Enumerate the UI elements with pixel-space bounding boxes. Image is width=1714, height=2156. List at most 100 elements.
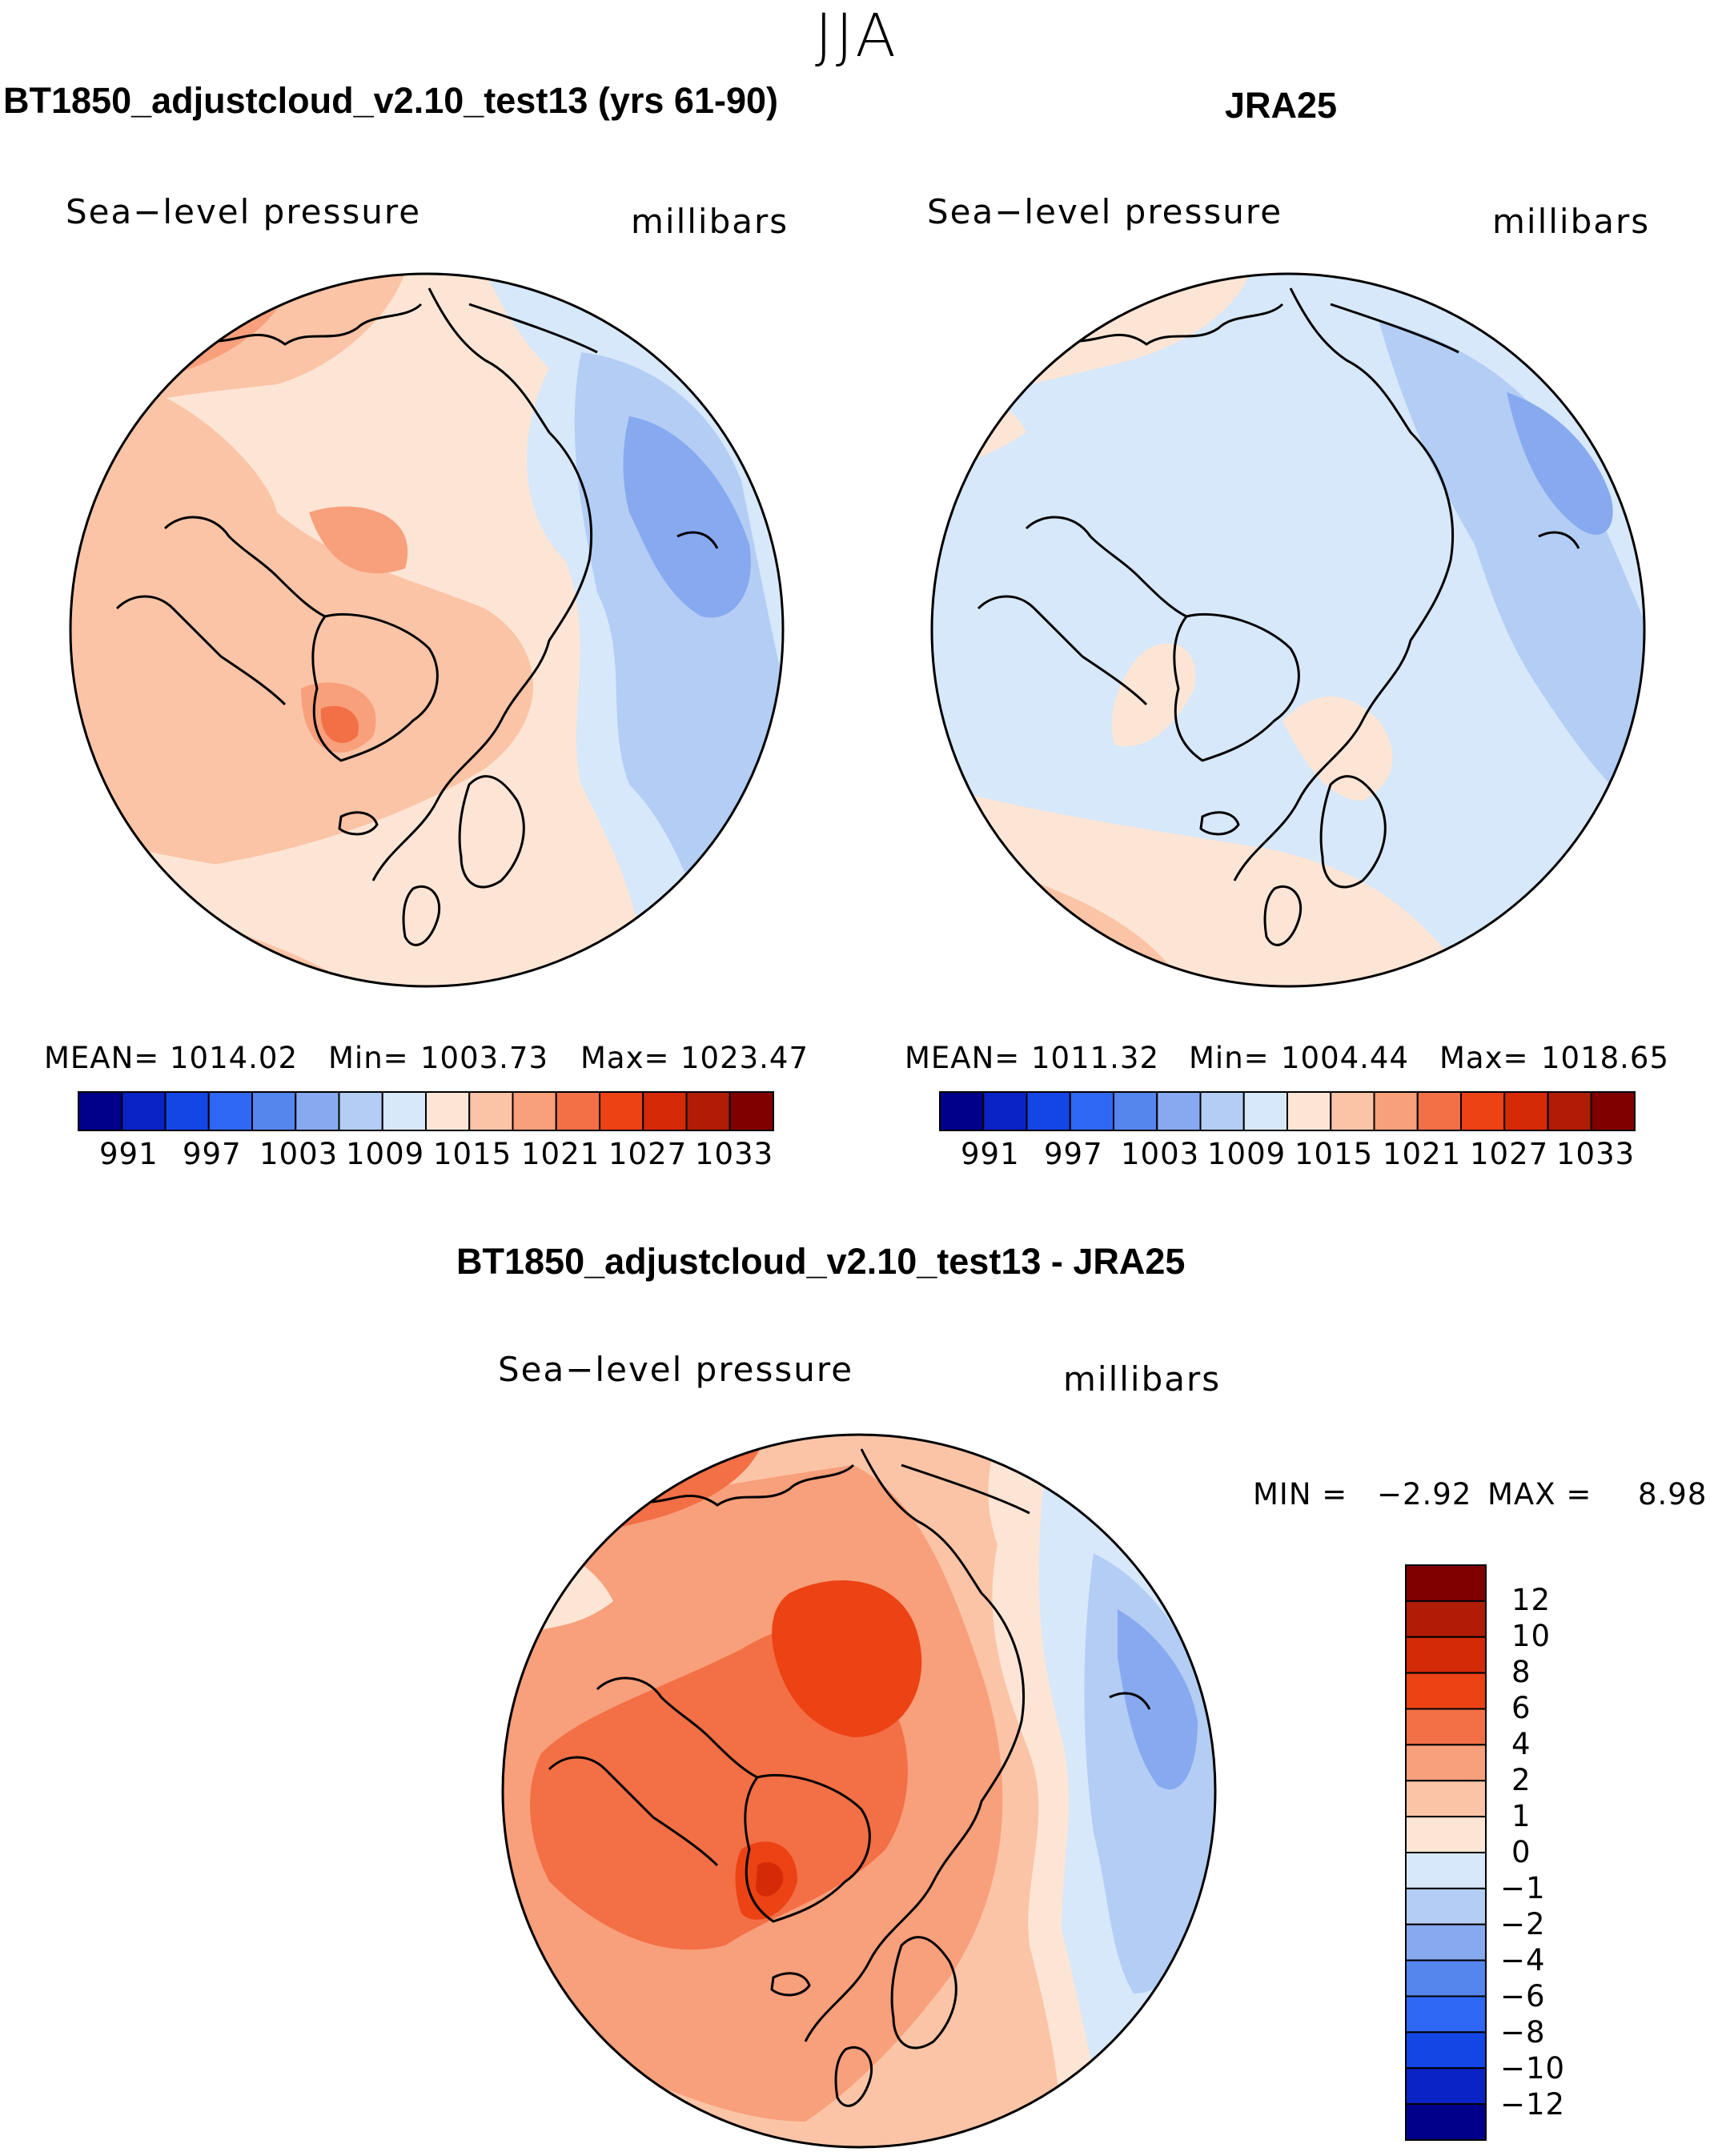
panel2-units-label: millibars bbox=[1492, 202, 1651, 241]
panel2-max-label: Max= bbox=[1439, 1041, 1529, 1075]
panel3-map bbox=[501, 1433, 1217, 2149]
panel2-coast-scandinavia bbox=[1319, 775, 1387, 889]
panel3-field-8 bbox=[772, 1580, 922, 1737]
panel1-coast-kamchatka bbox=[676, 531, 719, 549]
panel1-tick-1021: 1021 bbox=[521, 1137, 600, 1171]
panel1-colorbar-swatch-7 bbox=[381, 1091, 427, 1131]
panel3-tick-neg8: −8 bbox=[1500, 2015, 1546, 2050]
panel2-field-1015-atlantic bbox=[1282, 697, 1393, 801]
panel3-max-label: MAX = bbox=[1487, 1477, 1592, 1512]
panel3-tick-neg6: −6 bbox=[1500, 1979, 1546, 2013]
panel1-colorbar bbox=[78, 1091, 774, 1131]
panel1-colorbar-swatch-14 bbox=[685, 1091, 731, 1131]
panel3-colorbar-swatch-8 bbox=[1405, 1852, 1487, 1889]
panel2-mean-value: 1011.32 bbox=[1031, 1041, 1160, 1075]
panel3-colorbar-swatch-7 bbox=[1405, 1816, 1487, 1853]
panel2-tick-1015: 1015 bbox=[1295, 1137, 1374, 1171]
panel2-coast-eurasia bbox=[1058, 287, 1459, 881]
panel3-units-label: millibars bbox=[1063, 1359, 1222, 1399]
season-title: JJA bbox=[815, 2, 899, 70]
panel2-colorbar-swatch-7 bbox=[1242, 1091, 1288, 1131]
panel2-field-1007 bbox=[1507, 392, 1613, 535]
panel1-tick-991: 991 bbox=[99, 1137, 159, 1171]
panel3-tick-neg12: −12 bbox=[1500, 2087, 1566, 2122]
panel3-max-value: 8.98 bbox=[1638, 1477, 1708, 1512]
panel3-colorbar-swatch-10 bbox=[1405, 1923, 1487, 1961]
panel3-coast-scandinavia bbox=[890, 1936, 957, 2050]
panel2-tick-1027: 1027 bbox=[1470, 1137, 1549, 1171]
panel1-min-value: 1003.73 bbox=[420, 1041, 549, 1075]
panel1-colorbar-swatch-4 bbox=[251, 1091, 297, 1131]
panel3-tick-8: 8 bbox=[1511, 1655, 1531, 1689]
panel3-colorbar-swatch-13 bbox=[1405, 2031, 1487, 2070]
panel1-tick-997: 997 bbox=[183, 1137, 242, 1171]
panel1-colorbar-swatch-1 bbox=[121, 1091, 167, 1131]
panel3-tick-6: 6 bbox=[1511, 1691, 1531, 1725]
panel1-colorbar-swatch-2 bbox=[164, 1091, 210, 1131]
panel3-colorbar-swatch-2 bbox=[1405, 1636, 1487, 1674]
panel1-tick-1015: 1015 bbox=[433, 1137, 512, 1171]
panel2-colorbar-swatch-11 bbox=[1416, 1091, 1462, 1131]
panel3-colorbar-swatch-11 bbox=[1405, 1959, 1487, 1997]
panel2-colorbar-swatch-15 bbox=[1590, 1091, 1636, 1131]
panel2-colorbar-swatch-8 bbox=[1287, 1091, 1332, 1131]
panel1-map bbox=[69, 272, 785, 988]
panel3-colorbar-swatch-14 bbox=[1405, 2067, 1487, 2106]
panel2-min-label: Min= bbox=[1189, 1041, 1270, 1075]
panel3-coast-iceland bbox=[770, 1972, 811, 1997]
panel1-coast-britain bbox=[402, 885, 441, 946]
panel2-colorbar-swatch-2 bbox=[1026, 1091, 1071, 1131]
panel3-tick-10: 10 bbox=[1511, 1619, 1551, 1653]
panel3-title: BT1850_adjustcloud_v2.10_test13 - JRA25 bbox=[456, 1241, 1186, 1282]
panel2-title: JRA25 bbox=[1225, 85, 1338, 126]
panel1-mean-label: MEAN= bbox=[44, 1041, 160, 1075]
panel3-field-neg4 bbox=[1118, 1609, 1198, 1790]
panel1-mean-value: 1014.02 bbox=[170, 1041, 299, 1075]
panel3-tick-1: 1 bbox=[1511, 1799, 1531, 1833]
panel2-map bbox=[930, 272, 1646, 988]
panel3-colorbar-swatch-6 bbox=[1405, 1780, 1487, 1818]
panel1-field-1024-greenland bbox=[320, 705, 359, 743]
panel2-colorbar-swatch-10 bbox=[1373, 1091, 1419, 1131]
panel1-field-1021-center bbox=[309, 506, 408, 574]
panel1-colorbar-swatch-5 bbox=[295, 1091, 340, 1131]
panel3-coast-kamchatka bbox=[1109, 1692, 1151, 1710]
panel1-colorbar-ticks: 991 997 1003 1009 1015 1021 1027 1033 bbox=[78, 1137, 773, 1177]
panel1-coast-eurasia bbox=[196, 287, 598, 881]
panel1-field-1017 bbox=[70, 368, 533, 865]
panel3-coast-greenland bbox=[744, 1773, 871, 1923]
panel1-title: BT1850_adjustcloud_v2.10_test13 (yrs 61-… bbox=[3, 80, 779, 121]
panel3-field-10 bbox=[756, 1862, 784, 1897]
panel3-colorbar-swatch-12 bbox=[1405, 1995, 1487, 2034]
panel1-min-label: Min= bbox=[328, 1041, 409, 1075]
panel2-colorbar-ticks: 991 997 1003 1009 1015 1021 1027 1033 bbox=[940, 1137, 1635, 1177]
panel2-tick-1033: 1033 bbox=[1556, 1137, 1636, 1171]
panel1-tick-1033: 1033 bbox=[695, 1137, 774, 1171]
panel2-tick-1003: 1003 bbox=[1121, 1137, 1200, 1171]
panel2-colorbar-swatch-1 bbox=[982, 1091, 1028, 1131]
panel2-colorbar-swatch-13 bbox=[1503, 1091, 1549, 1131]
panel3-colorbar-swatch-1 bbox=[1405, 1600, 1487, 1638]
panel1-colorbar-swatch-11 bbox=[555, 1091, 600, 1131]
panel2-tick-997: 997 bbox=[1044, 1137, 1103, 1171]
panel1-colorbar-swatch-6 bbox=[338, 1091, 383, 1131]
panel3-tick-2: 2 bbox=[1511, 1763, 1531, 1797]
panel2-max-value: 1018.65 bbox=[1541, 1041, 1670, 1075]
panel2-tick-1009: 1009 bbox=[1207, 1137, 1287, 1171]
panel3-coast-britain bbox=[834, 2046, 873, 2107]
panel1-units-label: millibars bbox=[631, 202, 789, 241]
panel3-colorbar-swatch-15 bbox=[1405, 2103, 1487, 2141]
panel2-mean-label: MEAN= bbox=[905, 1041, 1021, 1075]
panel1-max-value: 1023.47 bbox=[680, 1041, 809, 1075]
panel3-colorbar-swatch-0 bbox=[1405, 1564, 1487, 1602]
panel1-colorbar-swatch-8 bbox=[425, 1091, 471, 1131]
panel2-coast-greenland bbox=[1173, 612, 1300, 762]
panel2-coast-kamchatka bbox=[1538, 531, 1580, 549]
panel2-colorbar-swatch-9 bbox=[1330, 1091, 1375, 1131]
panel3-tick-neg1: −1 bbox=[1500, 1871, 1546, 1905]
panel2-colorbar-swatch-6 bbox=[1199, 1091, 1245, 1131]
panel1-tick-1003: 1003 bbox=[259, 1137, 339, 1171]
panel2-coast-britain bbox=[1263, 885, 1303, 946]
panel3-tick-neg2: −2 bbox=[1500, 1907, 1546, 1941]
panel2-colorbar-swatch-3 bbox=[1069, 1091, 1114, 1131]
